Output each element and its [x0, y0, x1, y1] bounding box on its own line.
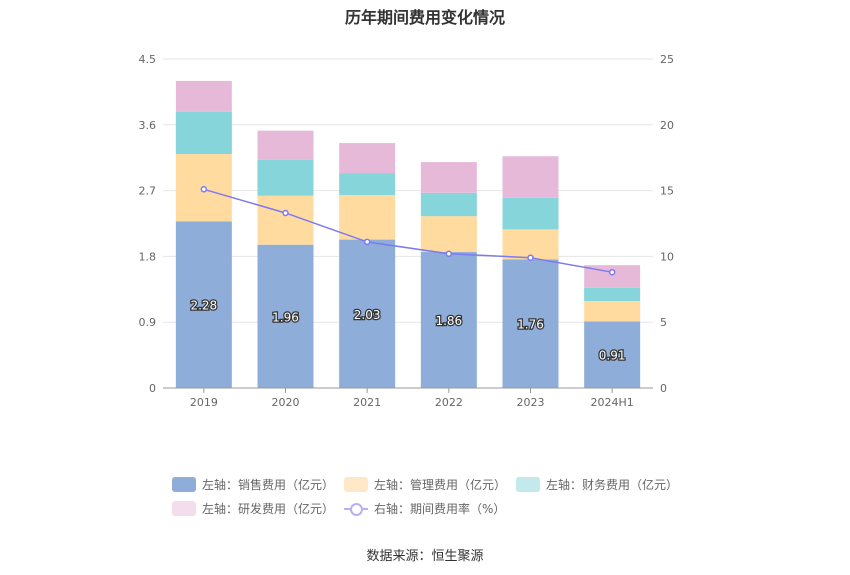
legend-label-sales: 左轴：销售费用（亿元） [202, 477, 335, 492]
legend-swatch-finance [516, 476, 540, 492]
legend-label-rd: 左轴：研发费用（亿元） [202, 501, 335, 516]
right-axis-tick-label: 5 [660, 316, 667, 329]
bar-finance-2021 [339, 173, 396, 195]
legend-item-sales[interactable]: 左轴：销售费用（亿元） [172, 476, 344, 493]
legend-label-finance: 左轴：财务费用（亿元） [546, 477, 679, 492]
left-axis-tick-label: 0 [149, 382, 156, 395]
left-axis-tick-label: 4.5 [139, 53, 157, 66]
rate-point [527, 254, 534, 261]
legend-swatch-rate [344, 501, 368, 516]
left-axis-tick-label: 0.9 [139, 316, 157, 329]
legend-item-rate[interactable]: 右轴：期间费用率（%） [344, 500, 516, 517]
x-axis-tick-label: 2023 [517, 396, 545, 409]
legend-item-finance[interactable]: 左轴：财务费用（亿元） [516, 476, 688, 493]
legend-swatch-sales [172, 476, 196, 492]
bar-rd-2023 [502, 156, 559, 198]
sales-data-label: 0.91 [599, 349, 626, 363]
sales-data-label: 1.86 [435, 314, 462, 328]
rate-point [282, 209, 289, 217]
legend-item-admin[interactable]: 左轴：管理费用（亿元） [344, 476, 516, 493]
bar-sales-2024H1 [584, 321, 641, 388]
bar-admin-2021 [339, 194, 396, 240]
sales-data-label: 2.03 [354, 308, 381, 322]
sales-data-label: 1.76 [517, 318, 544, 332]
bar-rd-2019 [175, 80, 232, 112]
right-axis-tick-label: 15 [660, 185, 674, 198]
left-axis-tick-label: 2.7 [139, 185, 157, 198]
rate-point [445, 250, 453, 258]
rate-line [203, 188, 613, 273]
bar-sales-2021 [339, 239, 396, 388]
bar-rd-2024H1 [584, 265, 641, 288]
rate-point [200, 186, 208, 193]
legend-label-rate: 右轴：期间费用率（%） [374, 501, 506, 516]
bar-finance-2024H1 [584, 287, 641, 301]
legend-label-admin: 左轴：管理费用（亿元） [374, 477, 507, 492]
x-axis-tick-label: 2020 [272, 396, 300, 409]
x-axis-tick-label: 2019 [190, 396, 218, 409]
bar-finance-2020 [257, 159, 314, 196]
sales-data-label: 1.96 [272, 310, 299, 324]
bar-sales-2022 [420, 252, 477, 388]
bar-admin-2023 [502, 229, 559, 260]
left-axis-tick-label: 1.8 [139, 250, 157, 263]
bar-admin-2022 [420, 216, 477, 253]
bar-finance-2022 [420, 192, 477, 217]
bar-sales-2019 [175, 221, 232, 388]
right-axis-tick-label: 25 [660, 53, 674, 66]
right-axis-tick-label: 0 [660, 382, 667, 395]
rate-point [363, 238, 371, 246]
bar-admin-2024H1 [584, 300, 641, 322]
right-axis-tick-label: 20 [660, 119, 674, 132]
x-axis-tick-label: 2022 [435, 396, 463, 409]
legend-item-rd[interactable]: 左轴：研发费用（亿元） [172, 500, 344, 517]
left-axis-tick-label: 3.6 [139, 119, 157, 132]
bar-finance-2023 [502, 197, 559, 230]
chart-legend: 左轴：销售费用（亿元） 左轴：管理费用（亿元） 左轴：财务费用（亿元） 左轴：研… [172, 472, 732, 520]
data-source-note: 数据来源：恒生聚源 [366, 549, 484, 564]
bar-rd-2021 [339, 143, 396, 174]
bar-finance-2019 [175, 111, 232, 155]
bar-rd-2022 [420, 162, 477, 193]
legend-swatch-rd [172, 500, 196, 516]
right-axis-tick-label: 10 [660, 250, 674, 263]
bar-sales-2023 [502, 259, 559, 388]
sales-data-label: 2.28 [190, 299, 217, 313]
chart-title: 历年期间费用变化情况 [344, 8, 505, 27]
x-axis-tick-label: 2024H1 [591, 396, 634, 409]
legend-swatch-admin [344, 476, 368, 492]
bar-rd-2020 [257, 130, 314, 160]
bar-sales-2020 [257, 244, 314, 388]
rate-point [608, 268, 616, 276]
x-axis-tick-label: 2021 [353, 396, 381, 409]
